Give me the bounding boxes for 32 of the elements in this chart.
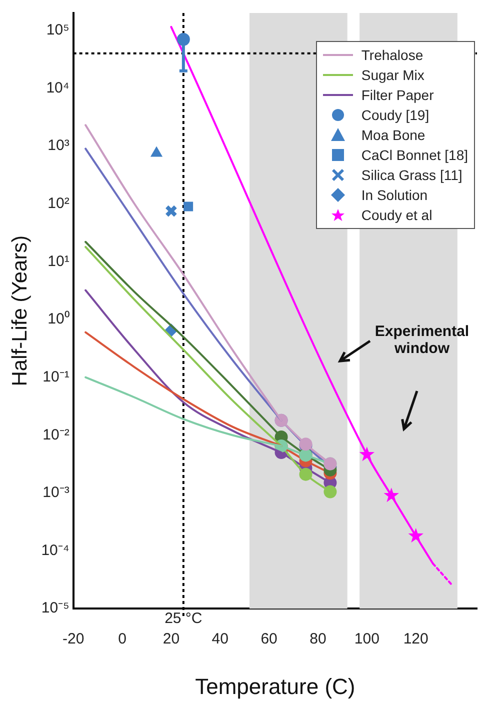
x-tick-label: 100: [354, 630, 380, 648]
legend-label: Silica Grass [11]: [361, 167, 462, 183]
legend-label: CaCl Bonnet [18]: [361, 147, 468, 163]
y-tick-label: 10⁻⁴: [41, 542, 70, 559]
y-tick-label: 10⁵: [46, 22, 70, 39]
ref-line-label: 25 °C: [164, 610, 202, 628]
x-axis-title: Temperature (C): [195, 674, 356, 699]
y-tick-label: 10⁻³: [42, 484, 70, 502]
y-tick-label: 10⁰: [48, 310, 70, 328]
y-tick-label: 10⁻¹: [42, 368, 70, 386]
x-tick-label: 80: [310, 630, 326, 648]
legend-label: In Solution: [361, 187, 428, 203]
legend-label: Trehalose: [361, 47, 424, 63]
legend-label: Filter Paper: [361, 87, 434, 103]
y-tick-label: 10⁻²: [42, 426, 70, 444]
y-tick-label: 10⁴: [46, 79, 70, 96]
legend-label: Coudy [19]: [361, 107, 430, 123]
x-tick-label: 120: [403, 630, 428, 648]
legend-label: Coudy et al: [361, 207, 432, 223]
x-tick-label: 60: [260, 630, 278, 648]
x-tick-label: -20: [62, 630, 84, 648]
x-tick-label: 40: [212, 630, 228, 648]
legend-label: Sugar Mix: [361, 67, 424, 83]
x-tick-label: 20: [162, 630, 180, 648]
x-tick-label: 0: [118, 630, 126, 648]
y-tick-label: 10⁻⁵: [41, 600, 70, 617]
y-tick-label: 10²: [48, 195, 70, 212]
annotation: Experimental window: [374, 323, 470, 358]
y-axis-title: Half-Life (Years): [8, 235, 32, 386]
legend-label: Moa Bone: [361, 127, 426, 143]
y-tick-label: 10³: [48, 137, 70, 154]
y-tick-label: 10¹: [48, 252, 70, 270]
